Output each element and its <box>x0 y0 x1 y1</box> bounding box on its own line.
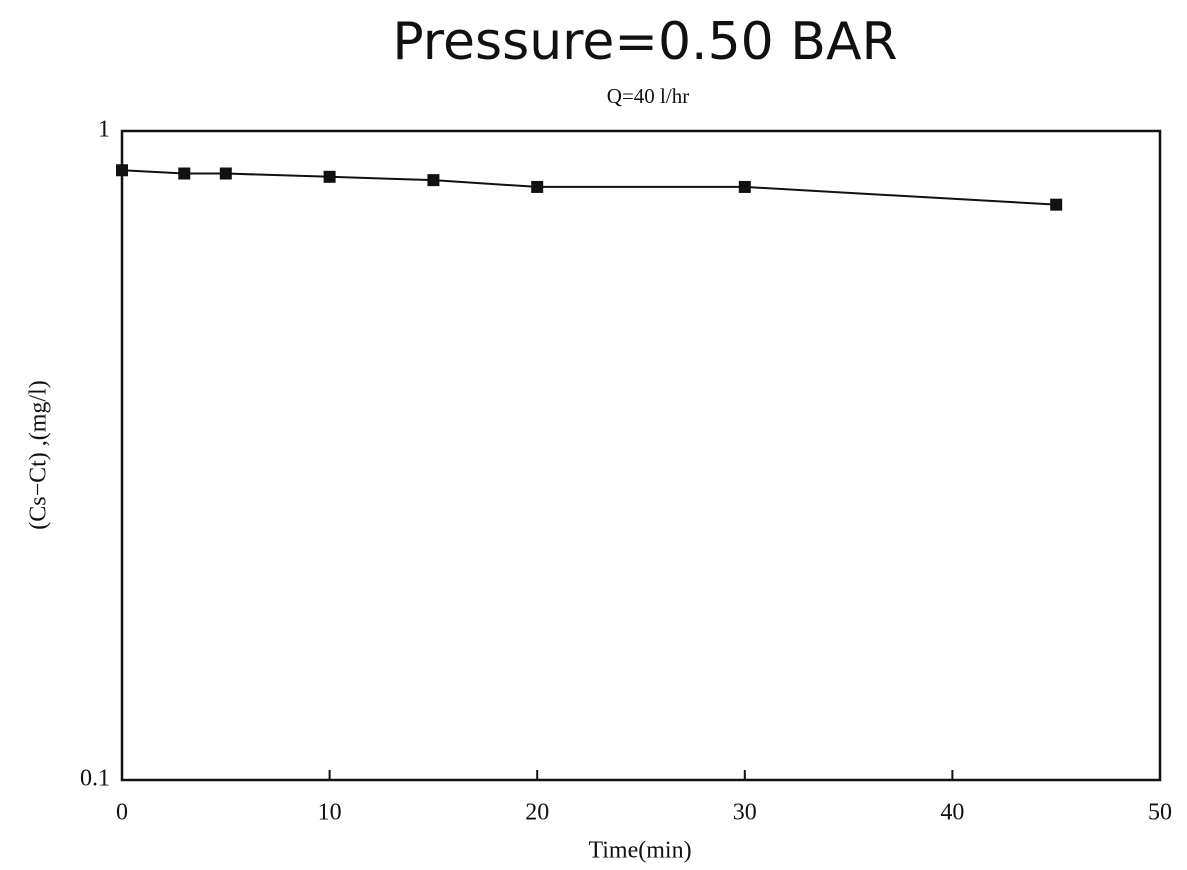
y-axis-label: (Cs−Ct) ,(mg/l) <box>26 380 52 530</box>
data-point <box>178 167 191 180</box>
x-tick-label: 50 <box>1148 800 1172 826</box>
data-point <box>427 174 440 187</box>
x-tick-label: 10 <box>318 800 342 826</box>
data-point <box>531 180 544 193</box>
x-tick-label: 20 <box>525 800 549 826</box>
chart-title: Pressure=0.50 BAR <box>392 12 897 72</box>
data-point <box>1050 198 1063 211</box>
data-point <box>738 180 751 193</box>
x-tick-label: 40 <box>940 800 964 826</box>
plot-frame <box>120 129 1162 782</box>
data-line <box>121 169 1057 206</box>
chart-subtitle: Q=40 l/hr <box>607 84 689 108</box>
x-tick-label: 0 <box>116 800 128 826</box>
x-axis-label: Time(min) <box>588 838 691 864</box>
data-point <box>116 164 128 177</box>
x-tick-label: 30 <box>733 800 757 826</box>
data-point <box>323 170 336 183</box>
y-tick-label: 1 <box>98 117 110 143</box>
data-point <box>219 167 232 180</box>
y-tick-label: 0.1 <box>80 766 110 792</box>
